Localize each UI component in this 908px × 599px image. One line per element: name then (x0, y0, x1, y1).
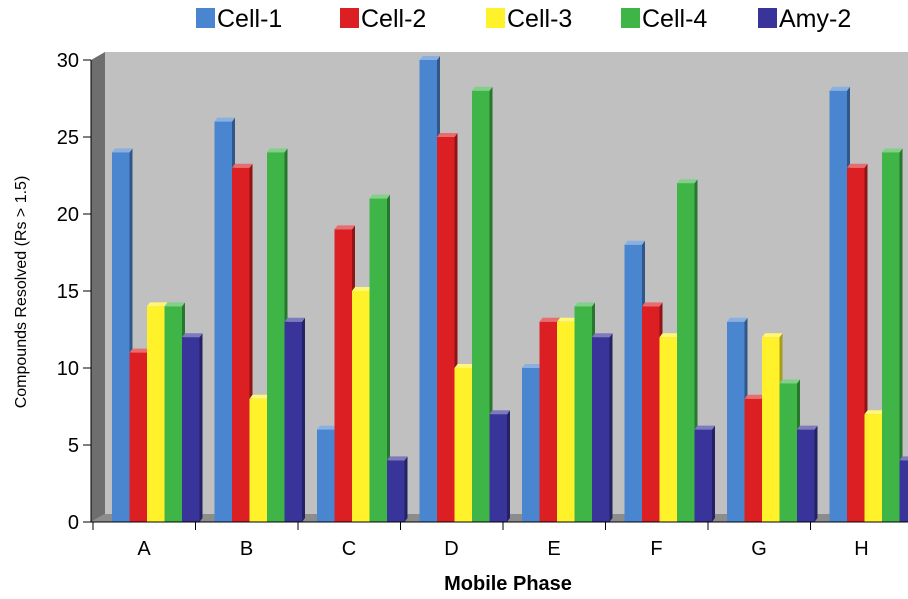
x-axis: A B C D E F G H (91, 521, 908, 560)
legend-swatch (196, 8, 215, 28)
y-tick-label: 15 (57, 281, 79, 303)
bar (797, 425, 818, 522)
bar (284, 317, 305, 522)
bar (659, 333, 680, 522)
bar (642, 302, 663, 522)
bar (472, 86, 493, 523)
bar (437, 133, 458, 522)
bar (727, 317, 748, 522)
bar (539, 317, 560, 522)
legend-item: Cell-1 (196, 5, 282, 33)
y-tick-label: 10 (57, 358, 79, 380)
legend-label: Cell-4 (642, 5, 707, 33)
legend-item: Cell-2 (340, 5, 426, 33)
bar (164, 302, 185, 522)
bar (387, 456, 408, 522)
bar (522, 364, 543, 522)
x-tick-label: A (137, 538, 151, 560)
y-tick-label: 20 (57, 204, 79, 226)
bar (762, 333, 783, 522)
bar (882, 148, 903, 522)
x-tick-label: F (650, 538, 662, 560)
bar (249, 394, 270, 522)
bar (574, 302, 595, 522)
bar (677, 179, 698, 522)
bar (454, 364, 475, 522)
y-tick-label: 0 (68, 512, 79, 534)
legend-swatch (486, 8, 505, 28)
x-tick-label: H (854, 538, 868, 560)
bar (624, 240, 645, 523)
bar (334, 225, 355, 522)
bar (694, 425, 715, 522)
legend-item: Amy-2 (758, 5, 851, 33)
legend-swatch (340, 8, 359, 28)
bar (214, 117, 235, 522)
bar (864, 410, 885, 522)
legend-swatch (621, 8, 640, 28)
bar (899, 456, 908, 522)
bar (129, 348, 150, 522)
bar (352, 287, 373, 522)
x-tick-label: B (240, 538, 253, 560)
x-axis-title: Mobile Phase (444, 573, 572, 595)
y-axis: 0 5 10 15 20 25 30 (57, 50, 92, 534)
x-tick-label: E (547, 538, 560, 560)
legend-label: Cell-3 (507, 5, 572, 33)
y-tick-label: 5 (68, 435, 79, 457)
bar (182, 333, 203, 522)
y-axis-title: Compounds Resolved (Rs > 1.5) (13, 176, 30, 409)
bar (112, 148, 133, 522)
bar (267, 148, 288, 522)
bar (232, 163, 253, 523)
bar (369, 194, 390, 522)
x-tick-label: C (342, 538, 356, 560)
y-tick-label: 30 (57, 50, 79, 72)
legend-label: Cell-1 (217, 5, 282, 33)
bar (557, 317, 578, 522)
bar (489, 410, 510, 522)
legend-item: Cell-3 (486, 5, 572, 33)
legend-swatch (758, 8, 777, 28)
legend: Cell-1 Cell-2 Cell-3 Cell-4 Amy-2 (196, 5, 851, 33)
legend-label: Cell-2 (361, 5, 426, 33)
bar (592, 333, 613, 522)
y-tick-label: 25 (57, 127, 79, 149)
bar (847, 163, 868, 523)
bar (829, 86, 850, 523)
bar (317, 425, 338, 522)
legend-item: Cell-4 (621, 5, 707, 33)
bar (147, 302, 168, 522)
plot-side-wall (91, 52, 105, 522)
x-tick-label: D (444, 538, 458, 560)
x-tick-label: G (751, 538, 767, 560)
bar (744, 394, 765, 522)
bar (419, 56, 440, 522)
legend-label: Amy-2 (779, 5, 851, 33)
bar (779, 379, 800, 522)
bars (112, 56, 908, 523)
